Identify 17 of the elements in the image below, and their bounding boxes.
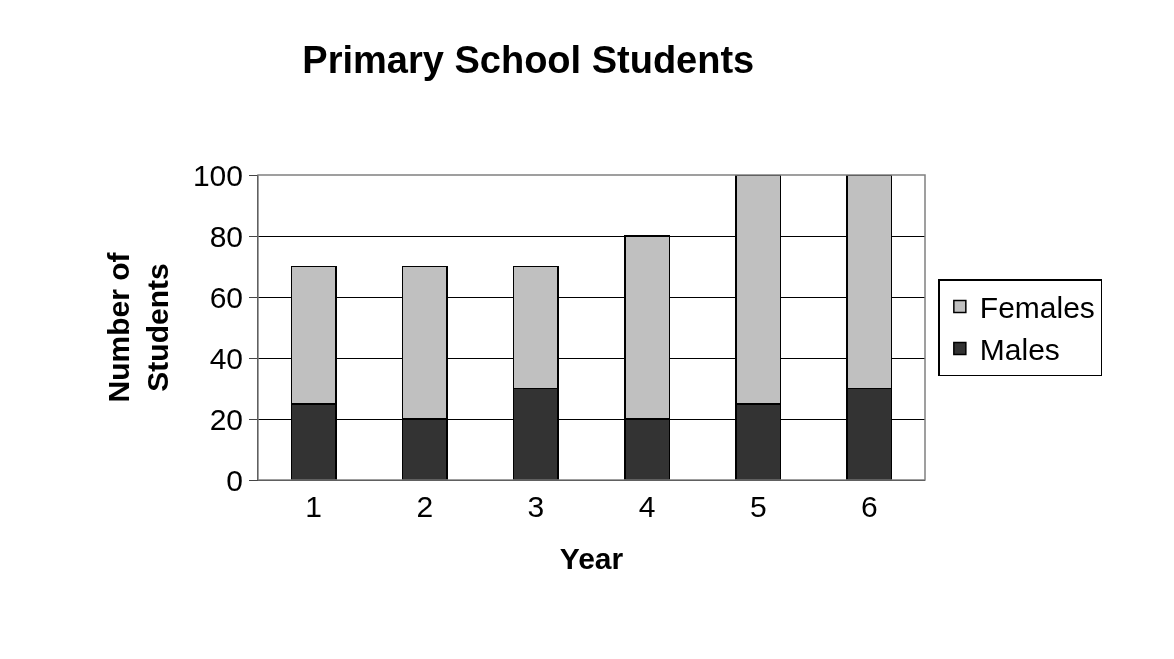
y-tick-label: 100 <box>192 158 243 192</box>
y-axis-title: Number of Students <box>101 251 174 403</box>
x-tick-label: 3 <box>527 490 545 523</box>
y-tick-label: 40 <box>209 341 243 375</box>
y-tick-label: 20 <box>209 402 243 436</box>
x-tick-label: 1 <box>305 490 322 523</box>
x-tick-label: 5 <box>749 490 767 523</box>
x-axis-title: Year <box>559 541 624 575</box>
y-tick-label: 0 <box>226 463 243 497</box>
legend-label: Females <box>979 291 1095 325</box>
chart-title: Primary School Students <box>302 38 755 81</box>
x-tick-label: 4 <box>638 490 656 523</box>
x-tick-label: 6 <box>861 490 878 523</box>
y-tick-label: 80 <box>209 219 243 253</box>
x-tick-label: 2 <box>416 490 434 523</box>
legend-label: Males <box>979 333 1060 367</box>
y-tick-label: 60 <box>209 280 243 314</box>
